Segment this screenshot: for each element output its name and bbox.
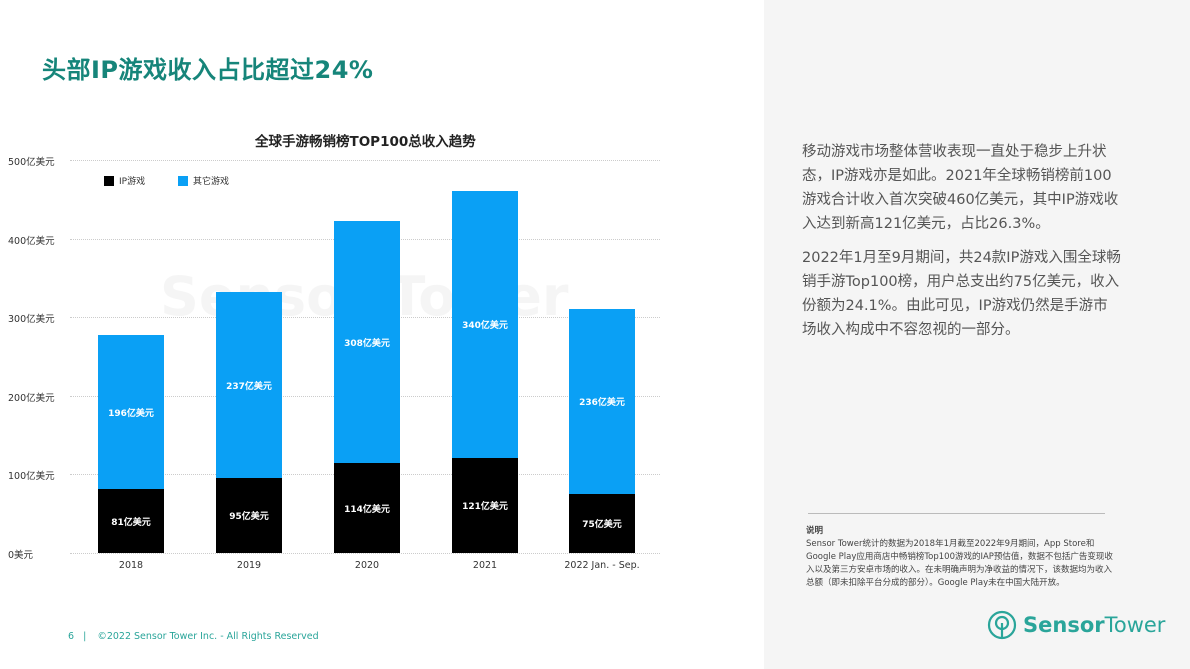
bar-other: 308亿美元: [334, 221, 400, 464]
copyright: ©2022 Sensor Tower Inc. - All Rights Res…: [97, 631, 319, 642]
right-panel: [764, 0, 1190, 669]
divider: [808, 513, 1105, 514]
y-tick-label: 100亿美元: [8, 471, 55, 483]
y-tick-label: 0美元: [8, 550, 34, 561]
bar-value-label: 308亿美元: [344, 338, 390, 349]
bar-other: 237亿美元: [216, 292, 282, 479]
note-body: Sensor Tower统计的数据为2018年1月截至2022年9月期间，App…: [806, 539, 1113, 588]
bar-value-label: 95亿美元: [229, 512, 269, 523]
gridline: [70, 160, 660, 161]
bar-value-label: 196亿美元: [108, 408, 154, 419]
bar-value-label: 340亿美元: [462, 320, 508, 331]
chart-title: 全球手游畅销榜TOP100总收入趋势: [255, 134, 476, 150]
x-tick-label: 2022 Jan. - Sep.: [564, 560, 640, 571]
x-tick-label: 2018: [118, 560, 144, 571]
legend-other: 其它游戏: [178, 174, 229, 187]
page-title: 头部IP游戏收入占比超过24%: [42, 56, 374, 84]
x-tick-label: 2021: [472, 560, 498, 571]
x-tick-label: 2020: [354, 560, 380, 571]
bar-value-label: 75亿美元: [582, 520, 622, 531]
legend-swatch-other: [178, 175, 188, 186]
footer: 6 | ©2022 Sensor Tower Inc. - All Rights…: [68, 631, 319, 642]
paragraph-1: 移动游戏市场整体营收表现一直处于稳步上升状态，IP游戏亦是如此。2021年全球畅…: [802, 144, 1119, 232]
bar-ip: 75亿美元: [569, 494, 635, 553]
note: 说明 Sensor Tower统计的数据为2018年1月截至2022年9月期间，…: [806, 525, 1116, 590]
footer-separator: |: [83, 631, 87, 642]
y-tick-label: 500亿美元: [8, 157, 55, 168]
bar-other: 340亿美元: [452, 190, 518, 458]
note-title: 说明: [806, 526, 824, 536]
bar-ip: 114亿美元: [334, 463, 400, 553]
y-tick-label: 400亿美元: [8, 235, 55, 247]
bar-value-label: 121亿美元: [462, 501, 508, 512]
bar-ip: 95亿美元: [216, 478, 282, 553]
y-tick-label: 200亿美元: [8, 392, 55, 404]
sensor-tower-logo-icon: [987, 610, 1017, 640]
bar-other: 196亿美元: [98, 335, 164, 490]
logo-text-tower: Tower: [1104, 613, 1166, 637]
chart-area: Sensor Tower 全球手游畅销榜TOP100总收入趋势 0美元100亿美…: [8, 134, 660, 571]
gridline: [70, 553, 660, 554]
sensor-tower-logo: SensorTower: [987, 610, 1165, 640]
bar-value-label: 114亿美元: [344, 504, 390, 515]
bar-other: 236亿美元: [569, 308, 635, 495]
logo-text-sensor: Sensor: [1023, 613, 1105, 637]
page-number: 6: [68, 631, 75, 642]
paragraph-2: 2022年1月至9月期间，共24款IP游戏入围全球畅销手游Top100榜，用户总…: [802, 250, 1121, 338]
bar-value-label: 236亿美元: [579, 397, 625, 408]
legend-ip: IP游戏: [104, 174, 145, 187]
bar-value-label: 237亿美元: [226, 381, 272, 392]
legend-swatch-ip: [104, 175, 114, 186]
y-tick-label: 300亿美元: [8, 314, 55, 326]
legend-label-ip: IP游戏: [119, 177, 146, 187]
x-tick-label: 2019: [236, 560, 262, 571]
bar-ip: 81亿美元: [98, 489, 164, 553]
bar-value-label: 81亿美元: [111, 517, 151, 528]
legend-label-other: 其它游戏: [193, 177, 230, 187]
bar-ip: 121亿美元: [452, 457, 518, 553]
